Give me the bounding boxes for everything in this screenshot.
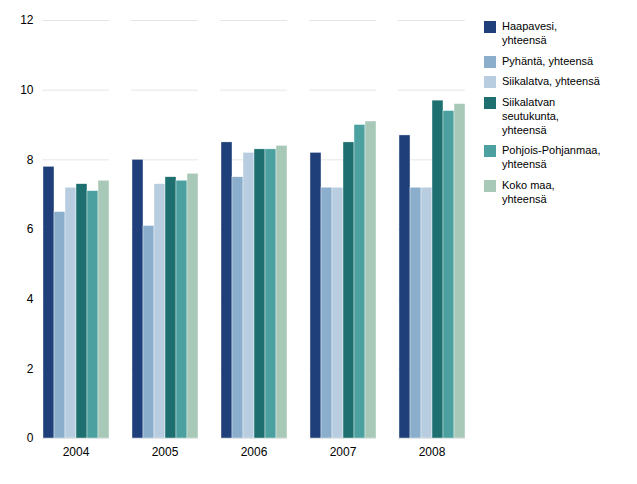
svg-text:6: 6 xyxy=(27,222,34,236)
svg-text:0: 0 xyxy=(27,431,34,445)
svg-text:8: 8 xyxy=(27,153,34,167)
html-text:Siikalatvan seutukunta, yhteen: Siikalatvan seutukunta, yhteensä xyxy=(502,96,559,136)
svg-text:2007: 2007 xyxy=(330,445,357,459)
svg-text:2004: 2004 xyxy=(63,445,90,459)
html-text:Pohjois-Pohjanmaa, yhteensä: Pohjois-Pohjanmaa, yhteensä xyxy=(502,144,601,170)
svg-text:2006: 2006 xyxy=(241,445,268,459)
svg-text:2: 2 xyxy=(27,362,34,376)
svg-text:2008: 2008 xyxy=(419,445,446,459)
html-text:Koko maa, yhteensä: Koko maa, yhteensä xyxy=(502,178,555,205)
html-text:Siikalatva, yhteensä: Siikalatva, yhteensä xyxy=(502,75,600,88)
html-text:Pyhäntä, yhteensä: Pyhäntä, yhteensä xyxy=(502,54,594,67)
svg-text:12: 12 xyxy=(20,13,34,27)
html-text:Haapavesi, yhteensä: Haapavesi, yhteensä xyxy=(502,20,557,46)
svg-text:4: 4 xyxy=(27,292,34,306)
svg-text:2005: 2005 xyxy=(152,445,179,459)
svg-text:10: 10 xyxy=(20,83,34,97)
